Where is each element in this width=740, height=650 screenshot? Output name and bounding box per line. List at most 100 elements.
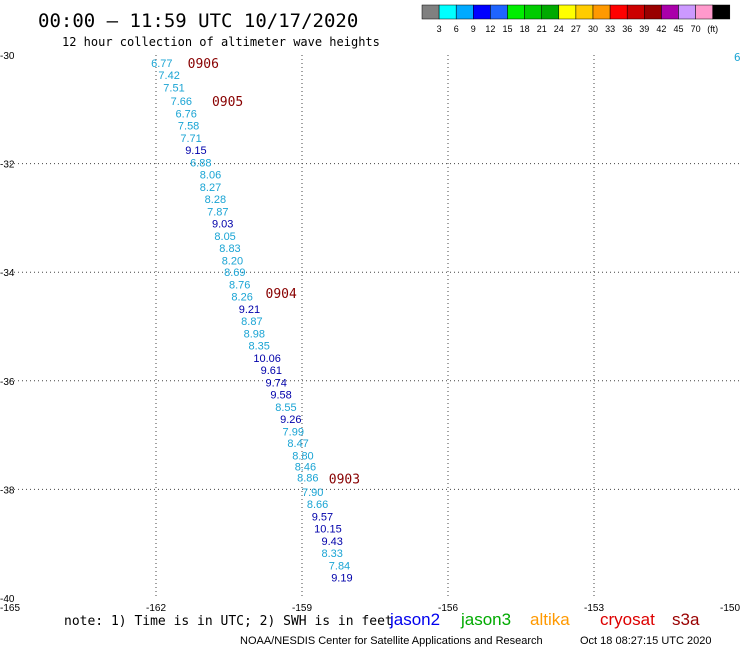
scale-swatch [626, 4, 645, 20]
scale-label: 36 [622, 24, 632, 34]
data-points: 6.777.427.517.666.767.587.719.156.888.06… [151, 58, 352, 584]
scale-swatch [558, 4, 577, 20]
scale-label: 27 [571, 24, 581, 34]
time-label: 0903 [329, 473, 360, 488]
color-scale-bar: 3 6 9 12 15 18 21 24 27 30 33 36 39 42 45 70 (ft) [421, 4, 731, 34]
scale-label: 70 [691, 24, 701, 34]
footer-timestamp: Oct 18 08:27:15 UTC 2020 [580, 635, 711, 647]
wave-height-label: 7.99 [283, 426, 304, 438]
time-labels: 0906 0905 0904 0903 [188, 57, 360, 487]
wave-height-label: 8.06 [200, 169, 221, 181]
scale-swatch [438, 4, 457, 20]
wave-height-label: 8.69 [224, 267, 245, 279]
scale-label: 12 [485, 24, 495, 34]
scale-label: 9 [471, 24, 476, 34]
scale-label: 30 [588, 24, 598, 34]
scale-swatch [507, 4, 525, 20]
wave-height-label: 8.80 [292, 451, 313, 463]
wave-height-label: 9.58 [270, 389, 291, 401]
wave-height-label: 8.20 [222, 255, 243, 267]
scale-swatch [644, 4, 662, 20]
scale-swatch [609, 4, 628, 20]
wave-height-label: 8.05 [214, 231, 235, 243]
wave-height-label: 10.06 [253, 353, 281, 365]
wave-height-label: 9.15 [185, 145, 206, 157]
wave-height-label: 6.77 [151, 58, 172, 70]
wave-height-label: 6.88 [190, 158, 211, 170]
wave-height-label: 8.66 [307, 499, 328, 511]
x-tick-label: -165 [0, 603, 20, 614]
scale-label: 24 [554, 24, 564, 34]
y-tick-label: -40 [0, 594, 15, 605]
legend-jason3: jason3 [460, 610, 511, 629]
wave-height-label: 7.84 [329, 560, 350, 572]
wave-height-label: 9.21 [239, 304, 260, 316]
wave-height-label: 8.26 [231, 292, 252, 304]
scale-label: 33 [605, 24, 615, 34]
scale-swatch [524, 4, 542, 20]
scale-label: 18 [520, 24, 530, 34]
time-label: 0905 [212, 95, 243, 110]
scale-swatch [712, 4, 731, 20]
wave-height-label: 8.83 [219, 243, 240, 255]
x-tick-label: -156 [438, 603, 458, 614]
wave-height-label: 8.86 [297, 472, 318, 484]
scale-label: 42 [656, 24, 666, 34]
legend-s3a: s3a [672, 610, 700, 629]
x-tick-label: -150 [720, 603, 740, 614]
y-tick-label: -36 [0, 377, 15, 388]
x-tick-label: -162 [146, 603, 166, 614]
wave-height-label: 6.76 [175, 109, 196, 121]
scale-label: 6 [454, 24, 459, 34]
wave-height-label: 7.87 [207, 206, 228, 218]
y-tick-label: -32 [0, 160, 15, 171]
wave-height-label: 9.03 [212, 218, 233, 230]
footer-credit: NOAA/NESDIS Center for Satellite Applica… [240, 635, 543, 647]
wave-height-label: 8.35 [248, 341, 269, 353]
scale-swatch [678, 4, 696, 20]
wave-height-label: 9.26 [280, 414, 301, 426]
axis-ticks: -165 -162 -159 -156 -153 -150 -30 -32 -34 -36 -38 -… [0, 51, 740, 614]
scale-swatch [473, 4, 491, 20]
edge-value-label: 6 [734, 51, 740, 64]
scale-label: 21 [537, 24, 547, 34]
time-label: 0904 [266, 287, 297, 302]
satellite-legend: jason2 jason3 altika cryosat s3a [389, 610, 700, 629]
legend-cryosat: cryosat [600, 610, 655, 629]
scale-swatch [695, 4, 713, 20]
legend-jason2: jason2 [389, 610, 440, 629]
scale-swatch [490, 4, 508, 20]
chart-subtitle: 12 hour collection of altimeter wave hei… [62, 35, 380, 49]
scale-label: (ft) [707, 24, 718, 34]
wave-height-label: 7.71 [180, 133, 201, 145]
y-tick-label: -30 [0, 51, 15, 62]
y-tick-label: -38 [0, 485, 15, 496]
wave-height-label: 9.61 [261, 365, 282, 377]
footer-note: note: 1) Time is in UTC; 2) SWH is in fe… [64, 614, 393, 629]
scale-swatch [661, 4, 679, 20]
x-tick-label: -153 [584, 603, 604, 614]
wave-height-label: 8.47 [287, 438, 308, 450]
wave-height-label: 9.19 [331, 572, 352, 584]
chart-grid [10, 55, 740, 598]
scale-swatch [575, 4, 594, 20]
wave-height-label: 8.46 [295, 462, 316, 474]
scale-swatch [455, 4, 474, 20]
wave-height-label: 8.27 [200, 182, 221, 194]
scale-label: 3 [437, 24, 442, 34]
wave-height-label: 7.42 [158, 70, 179, 82]
wave-height-label: 10.15 [314, 523, 342, 535]
scale-label: 45 [673, 24, 683, 34]
scale-swatch [541, 4, 560, 20]
scale-label: 39 [639, 24, 649, 34]
wave-height-label: 8.28 [205, 194, 226, 206]
x-tick-label: -159 [292, 603, 312, 614]
wave-height-label: 7.66 [171, 96, 192, 108]
wave-height-label: 7.58 [178, 121, 199, 133]
wave-height-label: 8.87 [241, 316, 262, 328]
scale-swatch [421, 4, 440, 20]
time-label: 0906 [188, 57, 219, 72]
chart-title: 00:00 – 11:59 UTC 10/17/2020 [38, 10, 358, 32]
wave-height-label: 8.33 [321, 548, 342, 560]
